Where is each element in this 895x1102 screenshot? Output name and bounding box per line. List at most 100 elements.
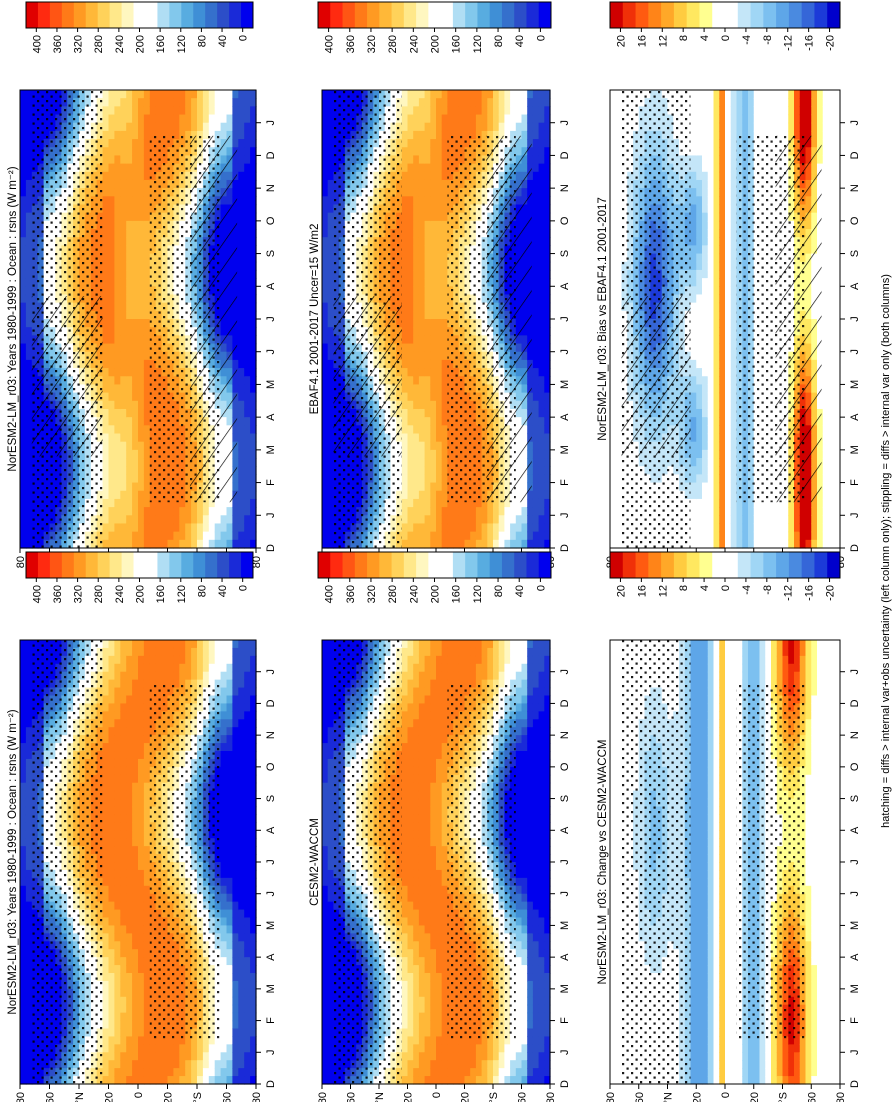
heatmap-cell (25, 220, 33, 230)
heatmap-cell (610, 253, 617, 263)
heatmap-cell (322, 220, 329, 230)
heatmap-cell (132, 490, 139, 500)
heatmap-cell (126, 327, 133, 336)
heatmap-cell (441, 351, 448, 361)
heatmap-cell (413, 417, 420, 426)
heatmap-cell (161, 531, 169, 541)
heatmap-cell (244, 204, 251, 214)
heatmap-cell (532, 212, 540, 222)
heatmap-cell (244, 98, 251, 107)
heatmap-cell (538, 474, 545, 484)
heatmap-cell (441, 474, 448, 484)
heatmap-cell (510, 130, 517, 140)
heatmap-cell (250, 408, 257, 418)
heatmap-cell (191, 498, 198, 508)
heatmap-cell (238, 90, 245, 99)
heatmap-cell (538, 139, 545, 148)
heatmap-cell (108, 130, 115, 140)
heatmap-cell (191, 531, 198, 541)
heatmap-cell (447, 114, 454, 124)
heatmap-cell (197, 507, 204, 516)
heatmap-cell (424, 106, 431, 116)
heatmap-cell (327, 539, 334, 549)
heatmap-cell (430, 335, 437, 345)
heatmap-cell (504, 106, 511, 116)
heatmap-cell (143, 286, 151, 296)
heatmap-cell (615, 179, 623, 189)
heatmap-cell (244, 474, 251, 484)
heatmap-cell (114, 343, 121, 353)
heatmap-cell (615, 90, 623, 99)
heatmap-cell (532, 515, 540, 525)
heatmap-cell (418, 261, 426, 271)
heatmap-cell (424, 163, 431, 173)
heatmap-cell (126, 163, 133, 173)
heatmap-cell (532, 237, 540, 246)
heatmap-cell (143, 458, 151, 467)
heatmap-cell (401, 163, 409, 173)
heatmap-cell (407, 269, 414, 279)
heatmap-cell (138, 376, 145, 386)
heatmap-cell (464, 523, 471, 533)
heatmap-cell (413, 171, 420, 181)
heatmap-cell (108, 449, 115, 459)
heatmap-cell (167, 90, 174, 99)
heatmap-cell (226, 90, 233, 99)
colorbar-tick-label: 40 (217, 35, 229, 47)
heatmap-cell (413, 474, 420, 484)
heatmap-cell (327, 278, 334, 287)
heatmap-cell (401, 130, 409, 140)
heatmap-cell (544, 171, 551, 181)
heatmap-cell (108, 368, 115, 377)
heatmap-cell (610, 204, 617, 214)
heatmap-cell (424, 269, 431, 279)
heatmap-cell (504, 523, 511, 533)
heatmap-cell (413, 286, 420, 296)
heatmap-cell (120, 359, 127, 369)
heatmap-cell (108, 531, 115, 541)
heatmap-cell (132, 286, 139, 296)
heatmap-cell (418, 204, 426, 214)
heatmap-cell (424, 474, 431, 484)
heatmap-cell (493, 531, 500, 541)
heatmap-cell (327, 498, 334, 508)
heatmap-cell (20, 237, 27, 246)
heatmap-cell (610, 417, 617, 426)
heatmap-cell (401, 368, 409, 377)
heatmap-cell (120, 515, 127, 525)
heatmap-cell (327, 171, 334, 181)
heatmap-cell (532, 425, 540, 435)
heatmap-cell (610, 147, 617, 157)
heatmap-cell (114, 204, 121, 214)
heatmap-cell (185, 531, 192, 541)
heatmap-cell (322, 482, 329, 492)
heatmap-cell (544, 400, 551, 410)
heatmap-cell (527, 122, 534, 132)
heatmap-cell (102, 466, 110, 475)
heatmap-cell (120, 98, 127, 107)
heatmap-cell (167, 122, 174, 132)
heatmap-cell (615, 319, 623, 328)
heatmap-cell (458, 130, 466, 140)
heatmap-cell (436, 449, 443, 459)
heatmap-cell (132, 392, 139, 402)
heatmap-cell (407, 122, 414, 132)
heatmap-cell (327, 490, 334, 500)
heatmap-cell (481, 130, 488, 140)
heatmap-cell (173, 531, 180, 541)
heatmap-cell (407, 466, 414, 475)
heatmap-cell (532, 98, 540, 107)
heatmap-cell (244, 384, 251, 394)
heatmap-cell (436, 253, 443, 263)
heatmap-cell (424, 441, 431, 451)
heatmap-cell (441, 310, 448, 320)
heatmap-cell (498, 539, 505, 549)
heatmap-cell (108, 179, 115, 189)
heatmap-cell (544, 327, 551, 336)
heatmap-cell (155, 531, 163, 541)
heatmap-cell (322, 253, 329, 263)
heatmap-cell (532, 482, 540, 492)
colorbar-swatch (229, 2, 242, 28)
heatmap-cell (436, 368, 443, 377)
heatmap-cell (538, 90, 545, 99)
